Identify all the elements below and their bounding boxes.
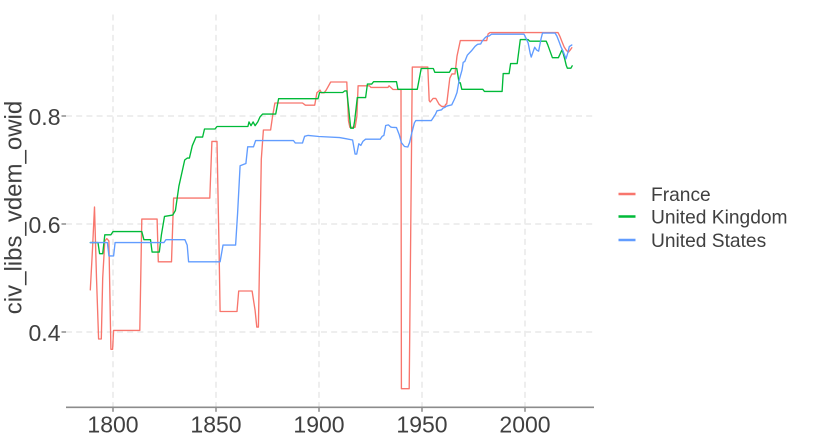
svg-text:civ_libs_vdem_owid: civ_libs_vdem_owid	[1, 101, 28, 314]
svg-text:1950: 1950	[396, 411, 447, 437]
svg-text:France: France	[651, 185, 711, 206]
svg-text:1800: 1800	[87, 411, 138, 437]
svg-text:2000: 2000	[499, 411, 550, 437]
svg-text:0.6: 0.6	[29, 212, 61, 238]
svg-text:0.8: 0.8	[29, 104, 61, 130]
svg-text:1900: 1900	[293, 411, 344, 437]
svg-text:United Kingdom: United Kingdom	[651, 207, 788, 228]
svg-text:United States: United States	[651, 231, 766, 252]
svg-text:1850: 1850	[190, 411, 241, 437]
svg-text:0.4: 0.4	[29, 320, 61, 346]
